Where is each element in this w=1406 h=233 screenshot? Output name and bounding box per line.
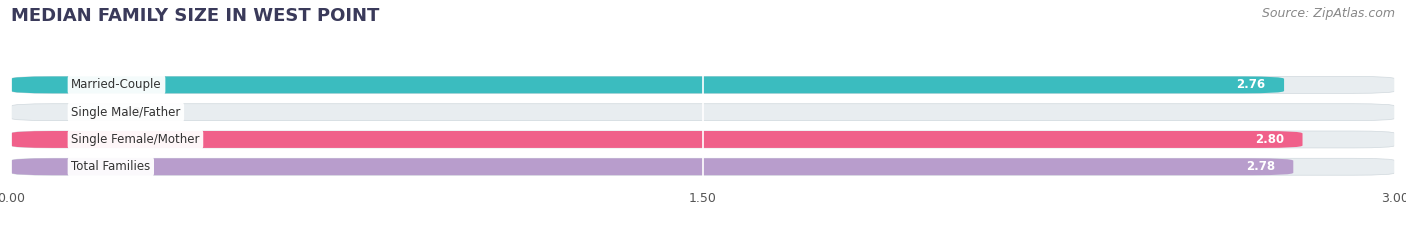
Text: Single Female/Mother: Single Female/Mother — [72, 133, 200, 146]
Text: 2.76: 2.76 — [1236, 78, 1265, 91]
Text: Married-Couple: Married-Couple — [72, 78, 162, 91]
FancyBboxPatch shape — [11, 158, 1294, 175]
Text: MEDIAN FAMILY SIZE IN WEST POINT: MEDIAN FAMILY SIZE IN WEST POINT — [11, 7, 380, 25]
FancyBboxPatch shape — [11, 76, 1284, 93]
Text: 2.78: 2.78 — [1246, 160, 1275, 173]
Text: Source: ZipAtlas.com: Source: ZipAtlas.com — [1261, 7, 1395, 20]
FancyBboxPatch shape — [11, 131, 1302, 148]
FancyBboxPatch shape — [11, 76, 1395, 93]
FancyBboxPatch shape — [11, 158, 1395, 175]
FancyBboxPatch shape — [11, 104, 1395, 121]
Text: 0.00: 0.00 — [112, 106, 142, 119]
FancyBboxPatch shape — [11, 131, 1395, 148]
Text: Total Families: Total Families — [72, 160, 150, 173]
Text: Single Male/Father: Single Male/Father — [72, 106, 180, 119]
Text: 2.80: 2.80 — [1256, 133, 1284, 146]
